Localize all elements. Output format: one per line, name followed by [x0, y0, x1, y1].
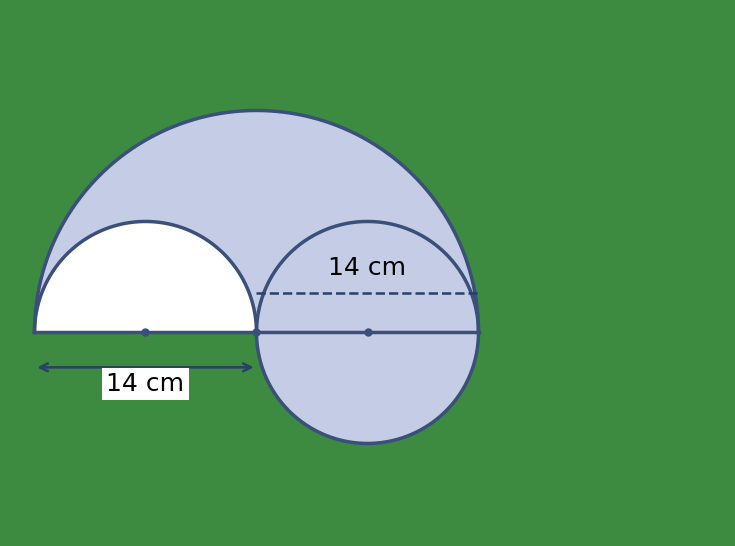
Polygon shape — [35, 222, 257, 333]
Polygon shape — [257, 222, 478, 443]
Polygon shape — [35, 110, 478, 333]
Text: 14 cm: 14 cm — [107, 372, 184, 396]
Text: 14 cm: 14 cm — [329, 256, 406, 280]
